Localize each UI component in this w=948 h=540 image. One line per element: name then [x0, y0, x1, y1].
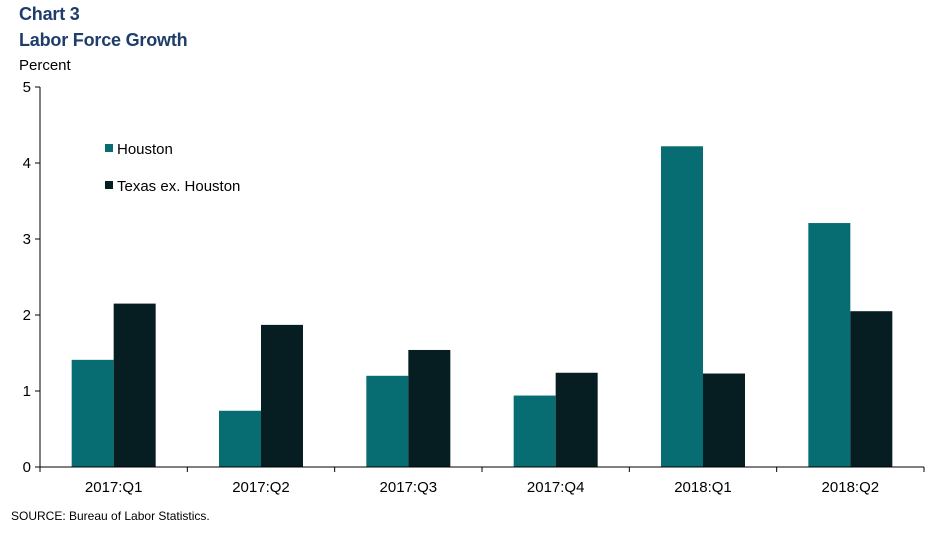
legend-label: Houston — [117, 141, 173, 158]
bar-houston-2018-q1 — [661, 146, 703, 467]
legend-swatch — [105, 144, 113, 152]
bar-texas-ex-houston-2017-q2 — [261, 324, 303, 467]
legend: Houston Texas ex. Houston — [105, 141, 240, 195]
bar-texas-ex-houston-2018-q2 — [850, 311, 893, 467]
legend-swatch — [105, 181, 113, 189]
bar-texas-ex-houston-2017-q1 — [113, 303, 156, 467]
bar-texas-ex-houston-2017-q3 — [408, 349, 451, 467]
x-tick-label: 2018:Q2 — [822, 479, 880, 496]
bar-houston-2017-q2 — [219, 410, 261, 467]
x-tick-label: 2017:Q2 — [232, 479, 290, 496]
bar-texas-ex-houston-2018-q1 — [703, 373, 745, 467]
bar-houston-2017-q4 — [513, 395, 556, 467]
y-tick-label: 0 — [23, 459, 31, 476]
bar-texas-ex-houston-2017-q4 — [555, 372, 598, 467]
y-tick-label: 5 — [23, 79, 31, 96]
y-tick-label: 3 — [23, 231, 31, 248]
x-tick-label: 2017:Q3 — [380, 479, 438, 496]
x-tick-label: 2018:Q1 — [674, 479, 732, 496]
bar-houston-2017-q3 — [366, 375, 409, 467]
y-axis-label: Percent — [19, 57, 71, 74]
bar-houston-2018-q2 — [808, 223, 851, 467]
bars-group — [71, 146, 893, 467]
y-tick-label: 4 — [23, 155, 31, 172]
legend-label: Texas ex. Houston — [117, 178, 240, 195]
y-tick-label: 1 — [23, 383, 31, 400]
bar-houston-2017-q1 — [71, 359, 114, 467]
source-note: SOURCE: Bureau of Labor Statistics. — [11, 509, 210, 523]
x-tick-label: 2017:Q1 — [85, 479, 143, 496]
x-tick-label: 2017:Q4 — [527, 479, 585, 496]
chart-title: Chart 3 — [19, 4, 80, 24]
y-tick-label: 2 — [23, 307, 31, 324]
axes-group: 0 1 2 3 4 5 2017:Q1 2017:Q2 2017:Q3 2017:Q4 2018:Q… — [23, 79, 925, 496]
chart-subtitle: Labor Force Growth — [19, 30, 188, 50]
